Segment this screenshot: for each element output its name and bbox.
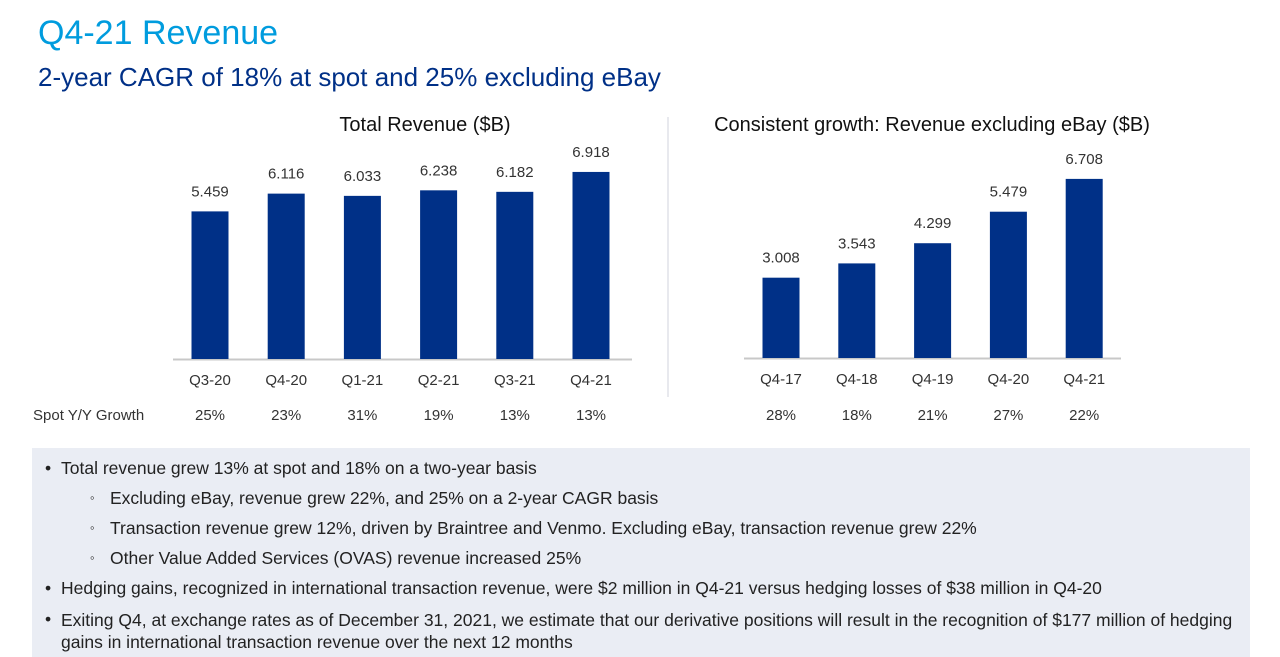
value-label: 6.238 [420,162,458,179]
value-label: 5.479 [990,184,1028,201]
growth-value: 21% [918,407,948,424]
value-label: 5.459 [191,183,229,200]
value-label: 6.708 [1065,151,1103,168]
page-title: Q4-21 Revenue [38,14,279,52]
growth-value: 22% [1069,407,1099,424]
category-label: Q4-21 [570,372,612,389]
bullet-text: Total revenue grew 13% at spot and 18% o… [61,458,537,478]
growth-value: 31% [347,407,377,424]
category-label: Q4-21 [1063,371,1105,388]
growth-value: 13% [500,407,530,424]
bar-Q3-20 [191,211,229,359]
bullet-icon: • [45,458,52,478]
value-label: 3.543 [838,235,876,252]
revenue-ex-ebay-chart: 3.008 Q4-17 28% 3.543 Q4-18 18% 4.299 Q4-19 21% 5… [744,151,1121,424]
growth-value: 28% [766,407,796,424]
category-label: Q1-21 [342,372,384,389]
bar-Q4-19 [914,243,952,358]
bullet-icon: ◦ [90,490,95,505]
total-revenue-chart: 5.459 Q3-20 25% 6.116 Q4-20 23% 6.033 Q1-21 31% 6… [173,144,632,424]
bar-Q4-18 [838,263,876,358]
bullet-text: Transaction revenue grew 12%, driven by … [110,518,977,538]
bar-Q4-20 [267,193,305,359]
chart-title-total-revenue: Total Revenue ($B) [339,114,510,136]
bar-Q2-21 [420,190,458,359]
category-label: Q3-20 [189,372,231,389]
bullet-icon: • [45,609,52,629]
category-label: Q4-20 [988,371,1030,388]
category-label: Q4-20 [265,372,307,389]
category-label: Q2-21 [418,372,460,389]
bullet-text: Exiting Q4, at exchange rates as of Dece… [61,610,1233,652]
bar-Q4-21 [1065,178,1103,358]
value-label: 3.008 [762,250,800,267]
value-label: 6.033 [344,168,382,185]
growth-value: 18% [842,407,872,424]
category-label: Q4-17 [760,371,802,388]
chart-divider [667,117,669,397]
value-label: 6.116 [268,166,304,183]
bar-Q4-20 [989,211,1027,358]
bullet-icon: ◦ [90,520,95,535]
growth-value: 13% [576,407,606,424]
bullet-icon: • [45,578,52,598]
value-label: 4.299 [914,215,952,232]
value-label: 6.182 [496,164,534,181]
category-label: Q4-18 [836,371,878,388]
growth-value: 25% [195,407,225,424]
bullet-icon: ◦ [90,550,95,565]
bullet-text: Excluding eBay, revenue grew 22%, and 25… [110,488,659,508]
bar-Q4-17 [762,277,800,358]
growth-value: 19% [424,407,454,424]
chart-title-revenue-ex-ebay: Consistent growth: Revenue excluding eBa… [714,114,1150,136]
bullet-text: Hedging gains, recognized in internation… [61,578,1102,598]
bullet-text: Other Value Added Services (OVAS) revenu… [110,548,582,568]
category-label: Q4-19 [912,371,954,388]
value-label: 6.918 [572,144,610,161]
growth-row-label: Spot Y/Y Growth [33,407,144,424]
category-label: Q3-21 [494,372,536,389]
growth-value: 23% [271,407,301,424]
notes-panel: • Total revenue grew 13% at spot and 18% … [32,448,1250,657]
growth-value: 27% [993,407,1023,424]
bar-Q3-21 [496,191,534,359]
charts-canvas: Total Revenue ($B) Consistent growth: Re… [33,114,1150,424]
page-subtitle: 2-year CAGR of 18% at spot and 25% exclu… [38,62,661,92]
bar-Q4-21 [572,171,610,359]
bar-Q1-21 [343,195,381,359]
